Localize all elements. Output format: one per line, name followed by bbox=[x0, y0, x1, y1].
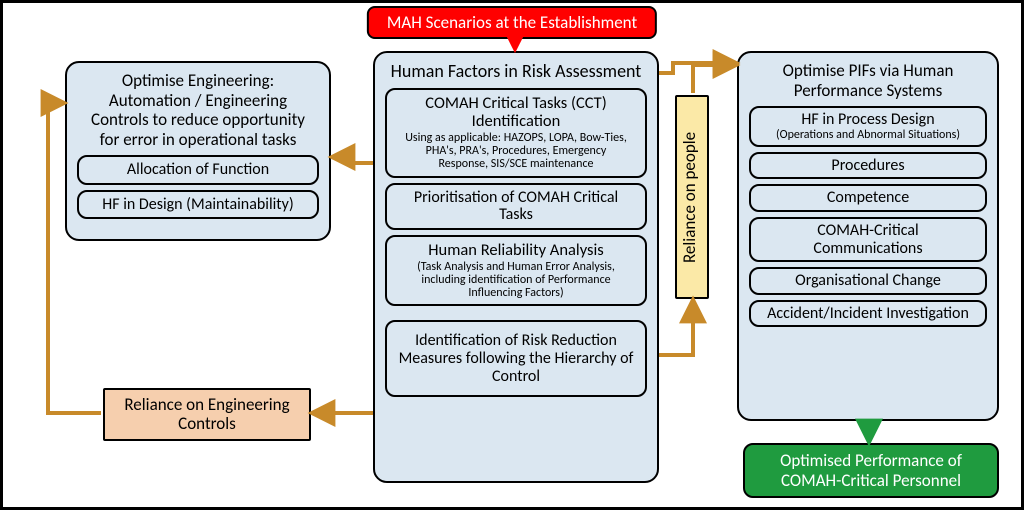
label-reliance-engineering: Reliance on EngineeringControls bbox=[103, 388, 311, 441]
sub-note: (Operations and Abnormal Situations) bbox=[757, 129, 979, 142]
sub-comah-comms: COMAH-CriticalCommunications bbox=[749, 217, 987, 262]
panel-title: Human Factors in Risk Assessment bbox=[385, 61, 647, 82]
sub-cct-identification: COMAH Critical Tasks (CCT)Identification… bbox=[385, 88, 647, 178]
sub-hra: Human Reliability Analysis (Task Analysi… bbox=[385, 235, 647, 307]
sub-org-change: Organisational Change bbox=[749, 267, 987, 295]
box-optimised-performance: Optimised Performance ofCOMAH-Critical P… bbox=[743, 443, 999, 498]
sub-risk-reduction: Identification of Risk ReductionMeasures… bbox=[385, 320, 647, 397]
sub-note: Using as applicable: HAZOPS, LOPA, Bow-T… bbox=[395, 132, 637, 172]
panel-optimise-engineering: Optimise Engineering:Automation / Engine… bbox=[65, 61, 331, 241]
panel-hf-risk-assessment: Human Factors in Risk Assessment COMAH C… bbox=[373, 51, 659, 483]
banner-mah: MAH Scenarios at the Establishment bbox=[367, 6, 657, 39]
sub-hf-in-design: HF in Design (Maintainability) bbox=[77, 190, 319, 220]
sub-competence: Competence bbox=[749, 184, 987, 212]
label-reliance-people: Reliance on people bbox=[675, 95, 709, 299]
sub-procedures: Procedures bbox=[749, 152, 987, 180]
sub-main: COMAH Critical Tasks (CCT)Identification bbox=[395, 94, 637, 130]
sub-prioritisation: Prioritisation of COMAH CriticalTasks bbox=[385, 183, 647, 230]
sub-main: Human Reliability Analysis bbox=[395, 241, 637, 259]
diagram-frame: MAH Scenarios at the Establishment Optim… bbox=[0, 0, 1024, 510]
panel-optimise-pifs: Optimise PIFs via HumanPerformance Syste… bbox=[737, 51, 999, 421]
sub-note: (Task Analysis and Human Error Analysis,… bbox=[395, 261, 637, 301]
sub-allocation-of-function: Allocation of Function bbox=[77, 155, 319, 185]
panel-title: Optimise PIFs via HumanPerformance Syste… bbox=[749, 61, 987, 100]
sub-hf-process-design: HF in Process Design (Operations and Abn… bbox=[749, 106, 987, 147]
panel-title: Optimise Engineering:Automation / Engine… bbox=[77, 71, 319, 149]
sub-main: HF in Process Design bbox=[757, 111, 979, 129]
sub-accident-investigation: Accident/Incident Investigation bbox=[749, 300, 987, 328]
